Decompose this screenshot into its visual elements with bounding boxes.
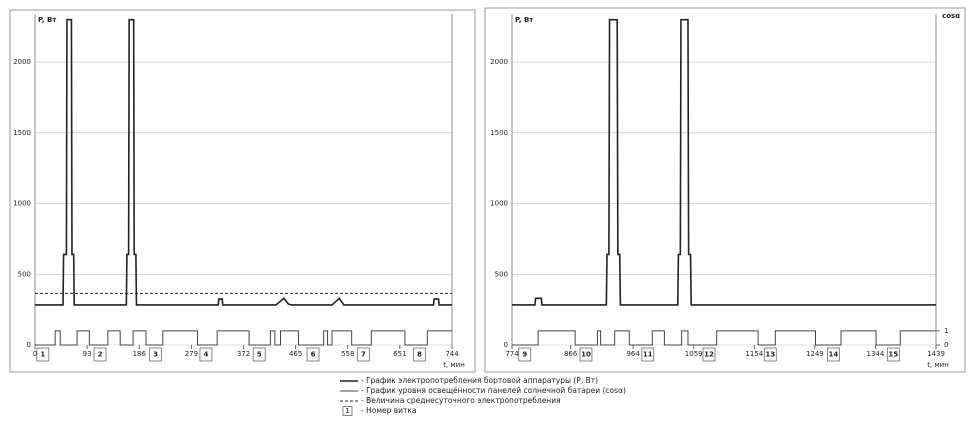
orbit-number: 8 bbox=[417, 351, 422, 359]
orbit-box bbox=[886, 347, 900, 362]
y-tick-label: 1000 bbox=[490, 200, 508, 208]
orbit-box bbox=[579, 347, 593, 362]
y2-axis-label: cosα bbox=[942, 12, 960, 20]
series-line bbox=[512, 18, 936, 306]
orbit-number: 13 bbox=[765, 351, 775, 359]
orbit-number: 3 bbox=[153, 351, 158, 359]
orbit-box bbox=[357, 347, 370, 362]
y2-tick-label: 1 bbox=[944, 327, 948, 335]
x-tick-label: 1059 bbox=[685, 350, 703, 358]
x-tick-label: 774 bbox=[505, 350, 519, 358]
x-tick-label: 744 bbox=[445, 350, 459, 358]
orbit-number: 1 bbox=[40, 351, 45, 359]
orbit-box bbox=[149, 347, 162, 362]
orbit-box bbox=[518, 347, 532, 362]
series-line bbox=[35, 330, 452, 346]
series-line bbox=[35, 18, 452, 306]
orbit-box bbox=[93, 347, 107, 362]
orbit-number: 15 bbox=[888, 351, 898, 359]
orbit-number: 6 bbox=[311, 351, 316, 359]
x-tick-label: 279 bbox=[185, 350, 198, 358]
legend-box-label: 1 bbox=[345, 407, 349, 415]
orbit-box bbox=[763, 347, 777, 362]
legend-swatch bbox=[342, 406, 353, 416]
orbit-box bbox=[252, 347, 266, 362]
orbit-box bbox=[702, 347, 716, 362]
x-tick-label: 651 bbox=[393, 350, 406, 358]
x-tick-label: 1154 bbox=[745, 350, 763, 358]
y-axis-label: P, Вт bbox=[515, 16, 534, 24]
panel-frame bbox=[484, 7, 966, 373]
y-tick-label: 2000 bbox=[490, 58, 508, 66]
y-tick-label: 500 bbox=[495, 270, 508, 278]
x-tick-label: 465 bbox=[289, 350, 302, 358]
orbit-number: 5 bbox=[257, 351, 262, 359]
y-tick-label: 0 bbox=[27, 341, 31, 349]
legend-label: - Величина среднесуточного электропотреб… bbox=[361, 396, 561, 405]
y-tick-label: 500 bbox=[18, 270, 31, 278]
orbit-box bbox=[413, 347, 426, 362]
legend-label: - Номер витка bbox=[361, 406, 417, 415]
x-axis-label: t, мин bbox=[443, 361, 465, 369]
orbit-number: 14 bbox=[828, 351, 838, 359]
x-tick-label: 1249 bbox=[806, 350, 824, 358]
legend-label: - График уровня освещённости панелей сол… bbox=[361, 386, 626, 395]
y-tick-label: 2000 bbox=[13, 58, 31, 66]
orbit-number: 4 bbox=[204, 351, 209, 359]
orbit-number: 11 bbox=[643, 351, 653, 359]
y2-tick-label: 0 bbox=[944, 341, 948, 349]
orbit-number: 7 bbox=[361, 351, 366, 359]
y-tick-label: 1500 bbox=[490, 129, 508, 137]
y-tick-label: 0 bbox=[504, 341, 508, 349]
orbit-number: 12 bbox=[704, 351, 714, 359]
x-tick-label: 866 bbox=[564, 350, 578, 358]
x-tick-label: 964 bbox=[626, 350, 640, 358]
orbit-box bbox=[641, 347, 655, 362]
x-tick-label: 1439 bbox=[927, 350, 945, 358]
orbit-number: 2 bbox=[98, 351, 103, 359]
y-tick-label: 1500 bbox=[13, 129, 31, 137]
x-tick-label: 0 bbox=[33, 350, 37, 358]
x-tick-label: 93 bbox=[83, 350, 92, 358]
legend-label: - График электропотребления бортовой апп… bbox=[361, 376, 598, 385]
x-axis-label: t, мин bbox=[927, 361, 949, 369]
x-tick-label: 186 bbox=[133, 350, 147, 358]
panel-frame bbox=[9, 9, 476, 373]
orbit-box bbox=[36, 347, 50, 362]
orbit-number: 9 bbox=[522, 351, 527, 359]
orbit-box bbox=[199, 347, 213, 362]
x-tick-label: 1344 bbox=[867, 350, 885, 358]
y-axis-label: P, Вт bbox=[38, 16, 57, 24]
orbit-box bbox=[826, 347, 840, 362]
x-tick-label: 372 bbox=[237, 350, 250, 358]
y-tick-label: 1000 bbox=[13, 200, 31, 208]
orbit-box bbox=[306, 347, 320, 362]
series-line bbox=[512, 330, 936, 346]
x-tick-label: 558 bbox=[341, 350, 354, 358]
orbit-number: 10 bbox=[581, 351, 591, 359]
